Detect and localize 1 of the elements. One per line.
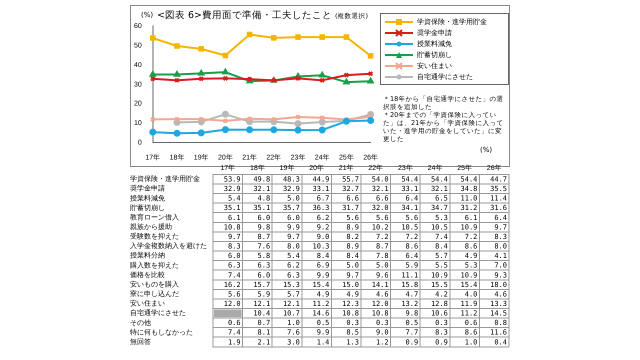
chart-title: <図表 6>費用面で準備・工夫したこと bbox=[157, 10, 332, 21]
